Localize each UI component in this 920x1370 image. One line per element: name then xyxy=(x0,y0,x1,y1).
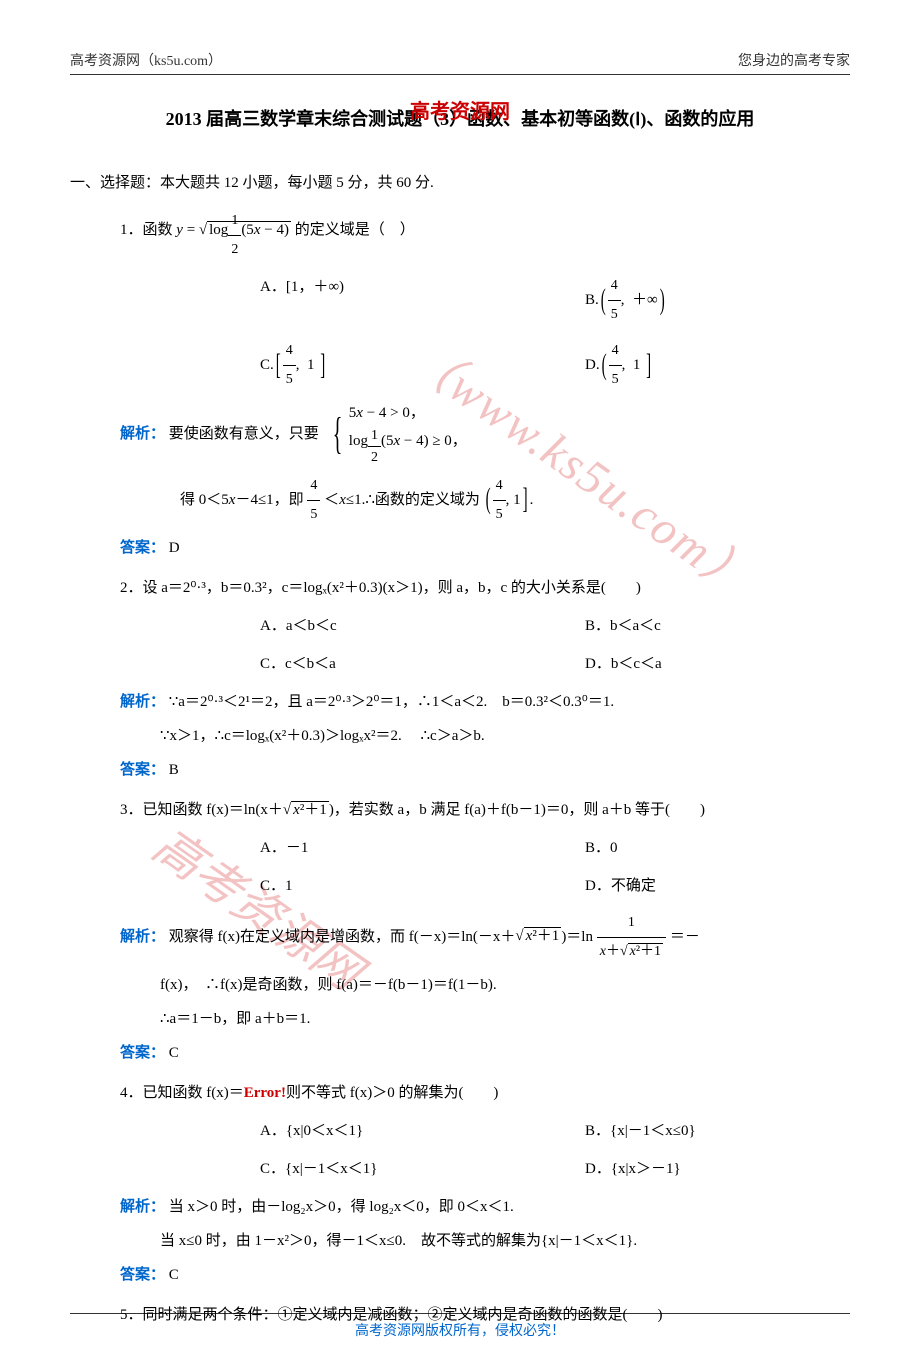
q4-analysis-label: 解析： xyxy=(120,1199,165,1215)
q3-analysis-1a: 观察得 f(x)在定义域内是增函数，而 f(－x)＝ln(－x＋ xyxy=(169,928,516,944)
q3-analysis-1b: )＝ln xyxy=(561,928,593,944)
q2-option-a: A．a＜b＜c xyxy=(260,611,585,641)
q3-answer-label: 答案： xyxy=(120,1045,165,1061)
header-right: 您身边的高考专家 xyxy=(738,50,850,70)
question-2: 2．设 a＝2⁰·³，b＝0.3²，c＝logₓ(x²＋0.3)(x＞1)，则 … xyxy=(120,573,850,785)
q3-analysis-3: ∴a＝1－b，即 a＋b＝1. xyxy=(160,1004,850,1034)
q1-option-a: A．[1，＋∞) xyxy=(260,272,585,329)
header-center-text: 高考资源网 xyxy=(410,101,510,123)
q2-analysis-label: 解析： xyxy=(120,694,165,710)
question-4: 4．已知函数 f(x)＝Error!则不等式 f(x)＞0 的解集为( ) A．… xyxy=(120,1078,850,1290)
q3-stem-b: )，若实数 a，b 满足 f(a)＋f(b－1)＝0，则 a＋b 等于( ) xyxy=(329,802,705,818)
q1-stem-suffix: 的定义域是（ ） xyxy=(295,222,415,238)
q2-option-b: B．b＜a＜c xyxy=(585,611,910,641)
q4-stem-b: 则不等式 f(x)＞0 的解集为( ) xyxy=(286,1085,498,1101)
q3-option-c: C．1 xyxy=(260,871,585,901)
q4-analysis-1: 当 x＞0 时，由－log₂x＞0，得 log₂x＜0，即 0＜x＜1. xyxy=(169,1199,514,1215)
q2-analysis-1: ∵a＝2⁰·³＜2¹＝2，且 a＝2⁰·³＞2⁰＝1，∴1＜a＜2. b＝0.3… xyxy=(169,694,614,710)
q4-error-text: Error! xyxy=(244,1085,286,1101)
question-1: 1．函数 y = log12(5x − 4) 的定义域是（ ） A．[1，＋∞)… xyxy=(120,207,850,563)
q1-answer: D xyxy=(169,540,180,556)
q3-analysis-label: 解析： xyxy=(120,928,165,944)
q4-option-a: A．{x|0＜x＜1} xyxy=(260,1116,585,1146)
section-heading: 一、选择题：本大题共 12 小题，每小题 5 分，共 60 分. xyxy=(70,171,850,192)
q4-option-b: B．{x|－1＜x≤0} xyxy=(585,1116,910,1146)
q3-stem-a: 3．已知函数 f(x)＝ln(x＋ xyxy=(120,802,283,818)
question-5: 5．同时满足两个条件：①定义域内是减函数；②定义域内是奇函数的函数是( ) xyxy=(120,1300,850,1330)
q1-analysis-text1: 要使函数有意义，只要 xyxy=(169,426,319,442)
q4-option-d: D．{x|x＞－1} xyxy=(585,1154,910,1184)
q1-option-c: C.[45, 1 ] xyxy=(260,337,585,394)
q1-option-b: B.(45, ＋∞) xyxy=(585,272,910,329)
q1-analysis-label: 解析： xyxy=(120,426,165,442)
q3-option-b: B．0 xyxy=(585,833,910,863)
q4-stem-a: 4．已知函数 f(x)＝ xyxy=(120,1085,244,1101)
q1-option-d: D.(45, 1 ] xyxy=(585,337,910,394)
q1-answer-label: 答案： xyxy=(120,540,165,556)
q4-option-c: C．{x|－1＜x＜1} xyxy=(260,1154,585,1184)
q2-answer-label: 答案： xyxy=(120,762,165,778)
q2-answer: B xyxy=(169,762,179,778)
q4-analysis-2: 当 x≤0 时，由 1－x²＞0，得－1＜x≤0. 故不等式的解集为{x|－1＜… xyxy=(160,1226,850,1256)
q3-option-d: D．不确定 xyxy=(585,871,910,901)
q5-stem: 5．同时满足两个条件：①定义域内是减函数；②定义域内是奇函数的函数是( ) xyxy=(120,1300,850,1330)
q3-option-a: A．－1 xyxy=(260,833,585,863)
q3-analysis-2: f(x)， ∴f(x)是奇函数，则 f(a)＝－f(b－1)＝f(1－b). xyxy=(160,970,850,1000)
q1-stem-prefix: 1．函数 xyxy=(120,222,176,238)
q2-option-c: C．c＜b＜a xyxy=(260,649,585,679)
q4-answer-label: 答案： xyxy=(120,1267,165,1283)
page-header: 高考资源网（ks5u.com） 您身边的高考专家 xyxy=(70,50,850,75)
header-center: 高考资源网 xyxy=(410,95,510,124)
q2-option-d: D．b＜c＜a xyxy=(585,649,910,679)
q4-answer: C xyxy=(169,1267,179,1283)
header-left: 高考资源网（ks5u.com） xyxy=(70,50,222,70)
q3-analysis-1c: ＝－ xyxy=(670,928,700,944)
q2-stem: 2．设 a＝2⁰·³，b＝0.3²，c＝logₓ(x²＋0.3)(x＞1)，则 … xyxy=(120,573,850,603)
q2-analysis-2: ∵x＞1，∴c＝logₓ(x²＋0.3)＞logₓx²＝2. ∴c＞a＞b. xyxy=(160,721,850,751)
q3-answer: C xyxy=(169,1045,179,1061)
question-3: 3．已知函数 f(x)＝ln(x＋x²＋1)，若实数 a，b 满足 f(a)＋f… xyxy=(120,795,850,1068)
